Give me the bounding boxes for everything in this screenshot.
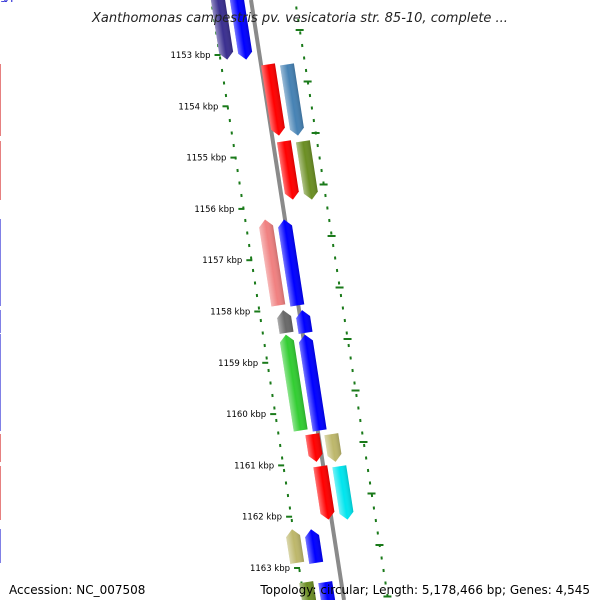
- gene-arrow: [261, 63, 285, 136]
- gene-arrow: [332, 465, 354, 520]
- tick-rings: [211, 6, 392, 598]
- accession-text: Accession: NC_007508: [9, 583, 146, 597]
- kbp-label: 1161 kbp: [234, 461, 274, 471]
- gene-label[interactable]: mdh: [0, 0, 24, 3]
- kbp-label: 1162 kbp: [242, 513, 282, 523]
- kbp-label: 1160 kbp: [226, 410, 266, 420]
- gene-arrow: [276, 140, 299, 200]
- gene-arrow: [305, 529, 324, 564]
- gene-arrow: [278, 219, 305, 307]
- gene-arrow: [299, 334, 327, 432]
- gene-label[interactable]: gst2: [0, 0, 23, 3]
- gene-arrow: [280, 334, 308, 432]
- gene-label[interactable]: typA: [0, 0, 25, 3]
- gene-label[interactable]: XCV1029: [0, 0, 48, 3]
- gene-arrow: [296, 310, 313, 334]
- gene-arrow: [259, 219, 286, 307]
- gene-arrow: [318, 581, 336, 600]
- kbp-label: 1158 kbp: [210, 308, 250, 318]
- gene-label[interactable]: XCV1030: [0, 0, 48, 3]
- kbp-label: 1163 kbp: [250, 564, 290, 574]
- gene-arrow: [305, 433, 323, 462]
- map-title: Xanthomonas campestris pv. vesicatoria s…: [91, 11, 508, 26]
- kbp-label: 1156 kbp: [194, 205, 234, 215]
- gene-label[interactable]: XCV1033: [0, 0, 48, 3]
- kbp-label: 1157 kbp: [202, 256, 242, 266]
- gene-arrow: [277, 310, 294, 334]
- kbp-label: 1159 kbp: [218, 359, 258, 369]
- gene-arrow: [229, 0, 253, 60]
- gene-arrow: [313, 465, 335, 520]
- gene-features: [210, 0, 354, 600]
- kbp-labels: 1153 kbp 1154 kbp 1155 kbp 1156 kbp 1157 kbp…: [170, 51, 301, 574]
- gene-arrow: [280, 63, 304, 136]
- gene-arrow: [210, 0, 234, 60]
- gene-labels: XCV1028XCV1029XCV1030XCV1031typAXCV1033m…: [0, 0, 48, 563]
- gene-label[interactable]: XCV1028: [0, 0, 48, 3]
- kbp-label: 1155 kbp: [186, 154, 226, 164]
- gene-arrow: [324, 433, 342, 462]
- kbp-label: 1153 kbp: [170, 51, 210, 61]
- gene-arrow: [295, 140, 318, 200]
- topology-text: Topology: circular; Length: 5,178,466 bp…: [260, 583, 590, 597]
- gene-arrow: [299, 581, 317, 600]
- kbp-label: 1154 kbp: [178, 102, 218, 112]
- gene-arrow: [286, 529, 305, 564]
- gene-label[interactable]: XCV1031: [0, 0, 48, 3]
